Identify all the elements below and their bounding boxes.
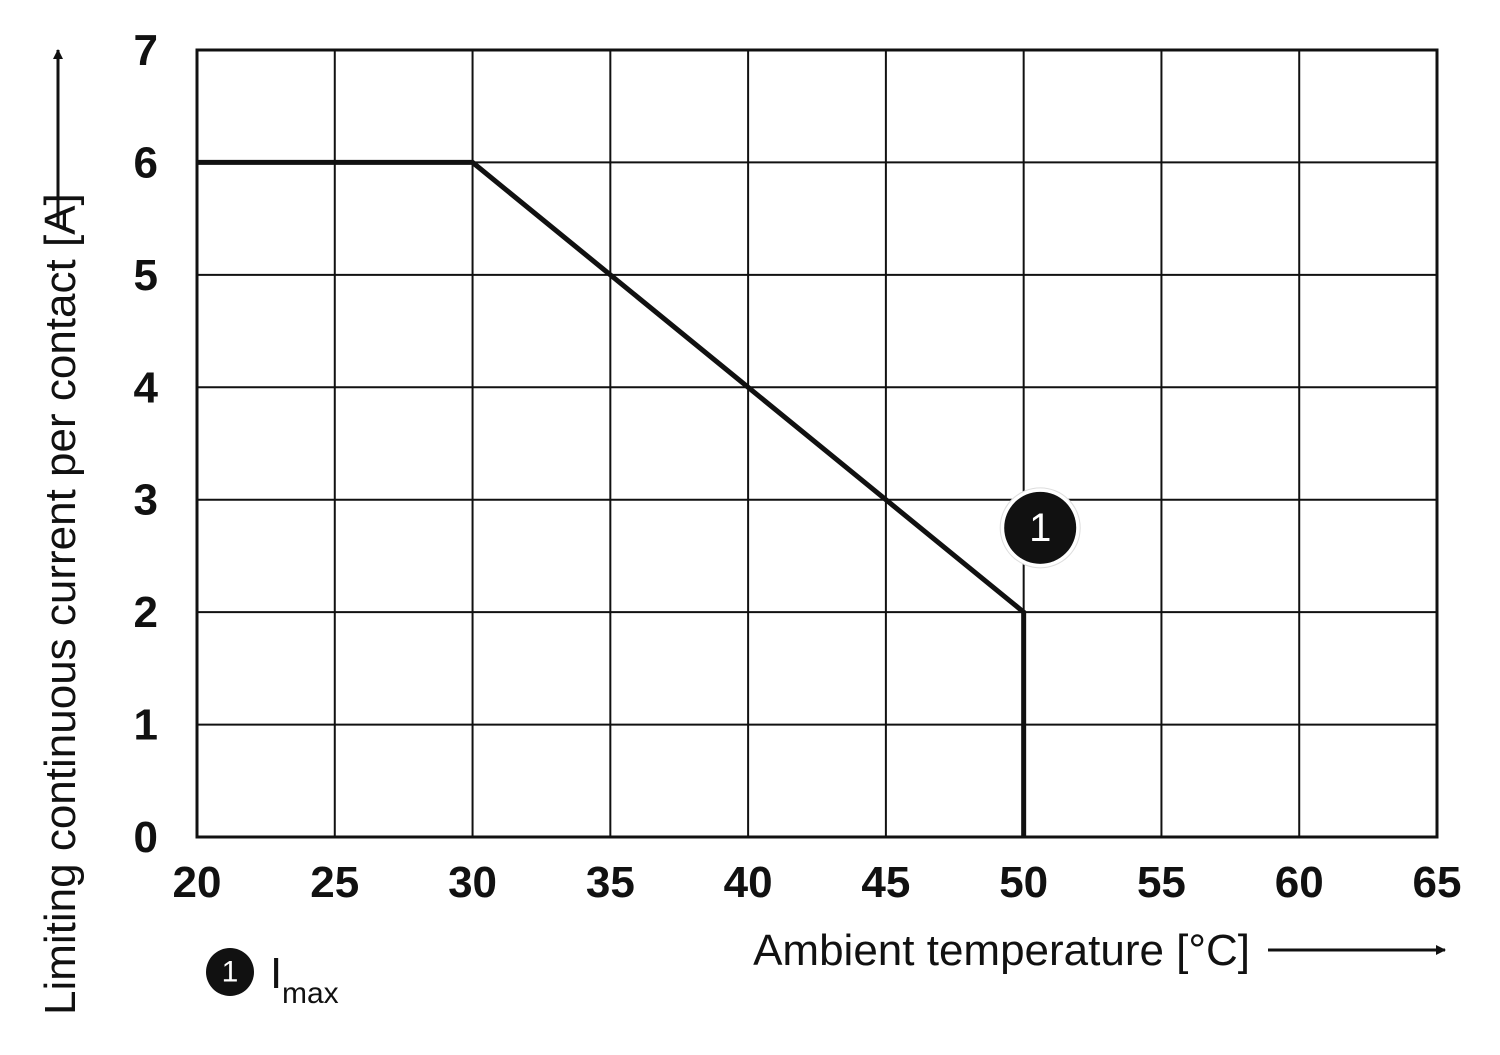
y-tick-label: 7 <box>134 26 158 75</box>
x-tick-label: 45 <box>861 858 910 907</box>
annotation-marker-label: 1 <box>1029 506 1051 550</box>
legend: 1 I max <box>206 948 339 1010</box>
x-tick-label: 60 <box>1275 858 1324 907</box>
y-tick-labels: 0 1 2 3 4 5 6 7 <box>134 26 159 862</box>
y-axis-title: Limiting continuous current per contact … <box>36 193 85 1015</box>
annotation-marker: 1 <box>999 487 1081 569</box>
series-line <box>197 159 1027 837</box>
x-tick-label: 35 <box>586 858 635 907</box>
x-tick-label: 65 <box>1413 858 1462 907</box>
plot-frame <box>195 48 1439 839</box>
x-tick-labels: 20 25 30 35 40 45 50 55 60 65 <box>173 858 1462 907</box>
y-tick-label: 3 <box>134 476 158 525</box>
legend-marker-circle <box>206 948 254 996</box>
x-tick-label: 40 <box>724 858 773 907</box>
x-tick-label: 55 <box>1137 858 1186 907</box>
y-tick-label: 0 <box>134 813 158 862</box>
legend-label: I <box>270 949 282 998</box>
legend-marker-label: 1 <box>222 956 239 989</box>
x-tick-label: 25 <box>310 858 359 907</box>
x-tick-label: 50 <box>999 858 1048 907</box>
y-tick-label: 6 <box>134 138 158 187</box>
x-axis-title: Ambient temperature [°C] <box>753 926 1250 975</box>
x-tick-label: 20 <box>173 858 222 907</box>
x-tick-label: 30 <box>448 858 497 907</box>
y-tick-label: 1 <box>134 701 158 750</box>
y-tick-label: 5 <box>134 251 158 300</box>
y-tick-label: 2 <box>134 588 158 637</box>
legend-label-subscript: max <box>282 977 339 1010</box>
annotation-marker-circle <box>1004 491 1077 564</box>
y-tick-label: 4 <box>134 363 159 412</box>
